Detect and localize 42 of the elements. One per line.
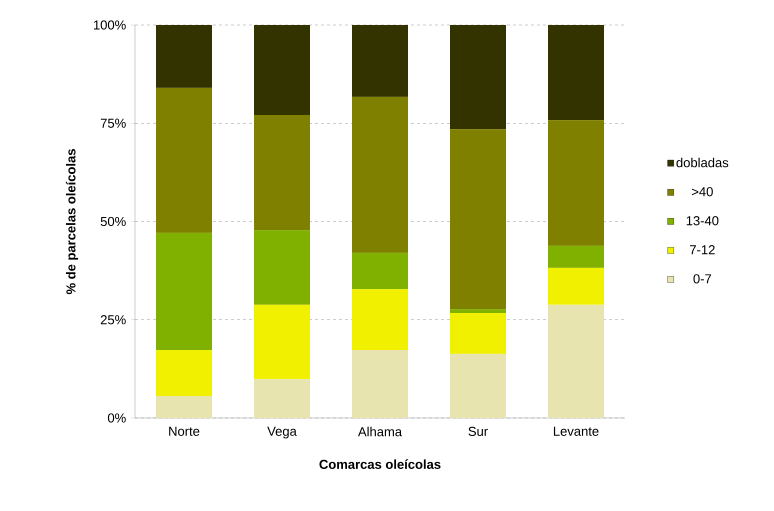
legend-label: dobladas bbox=[676, 158, 728, 168]
bar bbox=[450, 129, 506, 310]
bar bbox=[254, 114, 310, 230]
x-tick-label: Alhama bbox=[358, 426, 402, 436]
x-tick-label: Levante bbox=[554, 426, 599, 436]
bar bbox=[352, 289, 408, 350]
x-axis-title: Comarcas oleícolas bbox=[319, 459, 441, 469]
bar bbox=[352, 252, 408, 290]
y-axis-title: % de parcelas oleícolas bbox=[66, 149, 78, 294]
bar bbox=[254, 304, 310, 380]
x-tick-label: Norte bbox=[169, 426, 200, 436]
bar bbox=[254, 379, 310, 418]
bar bbox=[352, 350, 408, 418]
bar bbox=[548, 246, 604, 268]
legend-label: 13-40 bbox=[686, 216, 718, 226]
legend-label: 0-7 bbox=[693, 274, 712, 284]
bar bbox=[450, 313, 506, 354]
y-tick-label: 100% bbox=[94, 20, 126, 30]
x-tick-label: Vega bbox=[267, 426, 297, 438]
y-tick-label: 75% bbox=[100, 118, 126, 128]
bar bbox=[254, 230, 310, 305]
bar bbox=[548, 120, 604, 246]
bar bbox=[254, 24, 310, 115]
bar bbox=[548, 24, 604, 120]
bar bbox=[548, 268, 604, 305]
bar bbox=[450, 354, 506, 418]
bar bbox=[450, 309, 506, 314]
legend-label: 7-12 bbox=[690, 245, 715, 254]
x-tick-label: Sur bbox=[468, 426, 488, 436]
bar bbox=[352, 96, 408, 253]
bar bbox=[450, 24, 506, 130]
y-tick-label: 0% bbox=[108, 413, 126, 423]
bar bbox=[156, 88, 212, 233]
bar bbox=[156, 24, 212, 88]
bar bbox=[156, 396, 212, 418]
bar bbox=[156, 350, 212, 396]
bar bbox=[352, 24, 408, 97]
y-tick-label: 25% bbox=[100, 315, 126, 324]
legend-label: >40 bbox=[692, 187, 713, 196]
bar bbox=[156, 232, 212, 350]
y-tick-label: 50% bbox=[100, 216, 126, 226]
bar bbox=[548, 304, 604, 418]
